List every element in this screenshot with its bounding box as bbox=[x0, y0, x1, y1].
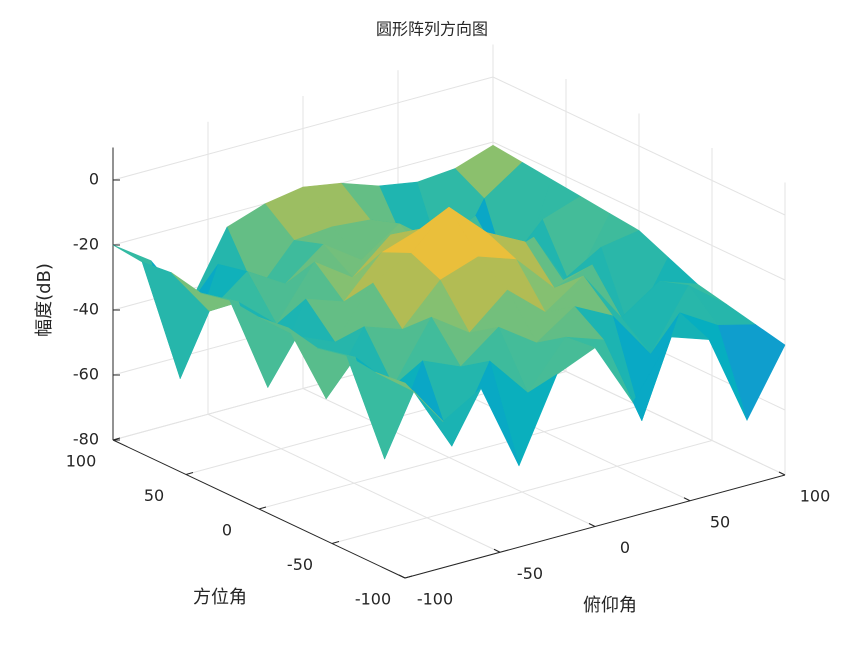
x-axis-label: 俯仰角 bbox=[583, 595, 637, 616]
x-tick-label: 50 bbox=[710, 512, 730, 531]
x-tick-label: 100 bbox=[800, 487, 831, 506]
y-tick bbox=[185, 472, 194, 475]
grid-line bbox=[331, 440, 713, 544]
x-tick-label: -50 bbox=[517, 564, 543, 583]
y-tick bbox=[331, 541, 340, 544]
x-tick bbox=[493, 548, 501, 553]
chart-title: 圆形阵列方向图 bbox=[376, 20, 488, 39]
y-tick bbox=[258, 506, 267, 510]
x-tick-label: -100 bbox=[417, 590, 453, 609]
surface-patch bbox=[375, 372, 444, 422]
y-tick-label: 0 bbox=[222, 521, 232, 540]
y-tick-label: -50 bbox=[287, 555, 313, 574]
x-tick bbox=[683, 497, 691, 502]
x-tick bbox=[778, 471, 786, 476]
y-tick bbox=[112, 437, 121, 441]
grid-line bbox=[492, 76, 786, 216]
x-tick-label: 0 bbox=[620, 538, 630, 557]
x-tick bbox=[398, 574, 406, 579]
y-tick-label: 100 bbox=[66, 452, 97, 471]
y-tick-label: -100 bbox=[355, 590, 391, 609]
z-tick-label: -20 bbox=[73, 235, 99, 254]
y-tick bbox=[404, 575, 413, 579]
y-tick-label: 50 bbox=[144, 486, 164, 505]
y-axis-label: 方位角 bbox=[193, 587, 247, 608]
z-tick-label: 0 bbox=[89, 170, 99, 189]
z-axis-label: 幅度(dB) bbox=[34, 263, 55, 337]
z-tick-label: -40 bbox=[73, 300, 99, 319]
grid-line bbox=[258, 405, 640, 510]
z-tick-label: -80 bbox=[73, 430, 99, 449]
grid-line bbox=[492, 141, 786, 281]
grid-line bbox=[112, 76, 494, 181]
z-tick-label: -60 bbox=[73, 365, 99, 384]
x-tick bbox=[588, 523, 596, 527]
